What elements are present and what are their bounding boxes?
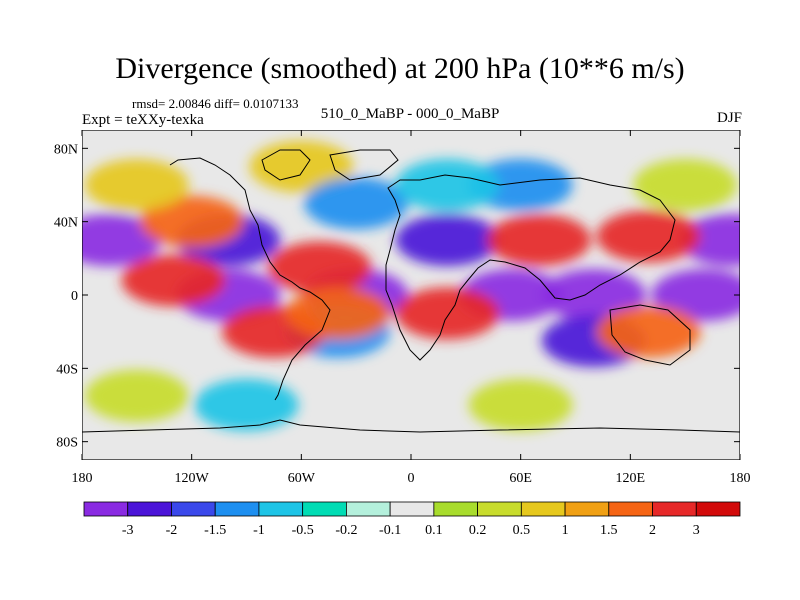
field-feature-22 (84, 159, 189, 211)
field-feature-25 (395, 159, 500, 211)
experiment-label: Expt = teXXy-texka (82, 112, 204, 128)
field-feature-17 (596, 305, 701, 358)
x-tick-label: 120E (616, 471, 646, 486)
stats-label: rmsd= 2.00846 diff= 0.0107133 (132, 96, 299, 111)
field-feature-23 (633, 159, 738, 211)
colorbar-swatch (695, 501, 741, 517)
field-feature-18 (285, 287, 390, 340)
y-tick-label: 40N (54, 216, 78, 231)
field-feature-15 (395, 287, 500, 340)
season-label: DJF (716, 110, 742, 126)
colorbar-label: -0.2 (335, 523, 357, 538)
colorbar-label: -1.5 (204, 523, 226, 538)
field-feature-21 (249, 140, 354, 193)
colorbar-swatch (83, 501, 129, 517)
field-feature-24 (304, 177, 409, 230)
colorbar: -3 -2 -1.5 -1 -0.5 -0.2 -0.1 0.1 0.2 0.5 1 1.5 2 3 (83, 501, 741, 538)
x-tick-label: 0 (408, 471, 415, 486)
colorbar-label: -0.1 (379, 523, 401, 538)
field-feature-26 (194, 379, 299, 431)
field-feature-27 (468, 379, 573, 431)
field-feature-5 (651, 269, 740, 321)
colorbar-label: 3 (693, 523, 700, 538)
colorbar-swatch (608, 501, 653, 517)
coastline (82, 149, 740, 433)
colorbar-label: -2 (166, 523, 178, 538)
field-feature-16 (596, 210, 701, 263)
colorbar-swatch (127, 501, 172, 517)
map-area (82, 130, 740, 460)
field-blobs (82, 140, 740, 431)
x-tick-label: 60W (288, 471, 316, 486)
y-tick-label: 40S (56, 362, 78, 377)
x-tick-label: 120W (175, 471, 210, 486)
y-tick-label: 0 (71, 289, 78, 304)
colorbar-label: 0.5 (513, 523, 531, 538)
colorbar-label: 2 (649, 523, 656, 538)
y-tick-label: 80S (56, 436, 78, 451)
y-axis: 80N 40N 0 40S 80S (54, 142, 740, 451)
chart-title: Divergence (smoothed) at 200 hPa (10**6 … (115, 52, 685, 85)
comparison-label: 510_0_MaBP - 000_0_MaBP (320, 106, 500, 122)
colorbar-swatch (652, 501, 697, 517)
x-tick-label: 180 (72, 471, 93, 486)
x-tick-label: 60E (509, 471, 532, 486)
field-feature-11 (121, 254, 226, 307)
x-axis: 180 120W 60W 0 60E 120E 180 (72, 130, 751, 486)
field-feature-14 (486, 214, 591, 266)
colorbar-swatch (171, 501, 216, 517)
field-feature-20 (468, 159, 573, 211)
colorbar-label: 0.2 (469, 523, 487, 538)
colorbar-swatch (389, 501, 435, 517)
field-feature-19 (139, 195, 244, 248)
colorbar-swatch (433, 501, 479, 517)
colorbar-swatch (302, 501, 347, 517)
colorbar-label: 1.5 (600, 523, 618, 538)
colorbar-swatch (345, 501, 391, 517)
colorbar-label: 1 (562, 523, 569, 538)
field-feature-7 (395, 214, 500, 266)
colorbar-swatch (214, 501, 260, 517)
colorbar-swatch (477, 501, 522, 517)
colorbar-swatch (520, 501, 566, 517)
field-feature-28 (84, 369, 189, 422)
colorbar-swatch (258, 501, 304, 517)
colorbar-label: -3 (122, 523, 134, 538)
field-feature-13 (267, 241, 372, 294)
y-tick-label: 80N (54, 142, 78, 157)
colorbar-swatch (564, 501, 610, 517)
colorbar-label: 0.1 (425, 523, 443, 538)
colorbar-label: -0.5 (292, 523, 314, 538)
colorbar-label: -1 (253, 523, 265, 538)
x-tick-label: 180 (730, 471, 751, 486)
